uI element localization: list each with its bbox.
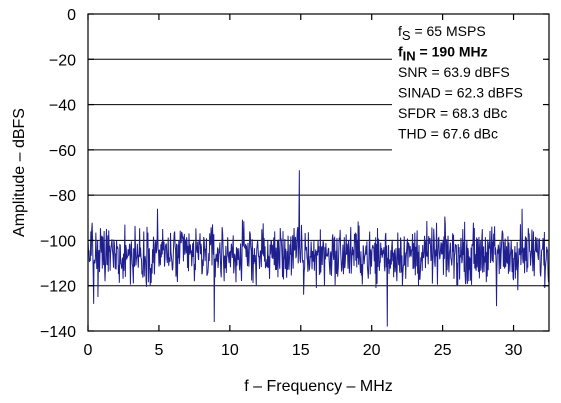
- plot-frame: [87, 13, 550, 332]
- x-tick-label: 20: [363, 342, 381, 359]
- y-axis-title: Amplitude – dBFS: [11, 108, 28, 237]
- x-tick-label: 15: [292, 342, 310, 359]
- annotation-backing: [392, 16, 547, 156]
- y-tick-label: 0: [67, 7, 76, 24]
- x-tick-label: 30: [505, 342, 523, 359]
- y-tick-label: −100: [40, 233, 76, 250]
- annotation-line: THD = 67.6 dBc: [398, 126, 498, 142]
- series-layer: [87, 170, 550, 327]
- annotation-background: [392, 16, 547, 156]
- axis-ticks: [87, 13, 549, 332]
- annotation-line: SINAD = 62.3 dBFS: [398, 85, 523, 101]
- x-tick-label: 25: [434, 342, 452, 359]
- y-tick-label: −120: [40, 279, 76, 296]
- y-tick-label: −20: [49, 52, 76, 69]
- x-tick-label: 5: [154, 342, 163, 359]
- spectrum-trace: [87, 170, 550, 327]
- x-tick-labels: 0 5 10 15 20 25 30: [84, 342, 523, 359]
- x-axis-title: f – Frequency – MHz: [244, 378, 393, 395]
- y-tick-labels: 0 −20 −40 −60 −80 −100 −120 −140: [40, 7, 76, 341]
- annotation-line: SFDR = 68.3 dBc: [398, 105, 507, 121]
- x-tick-label: 0: [84, 342, 93, 359]
- annotation-line: fS = 65 MSPS: [398, 23, 486, 43]
- y-tick-label: −40: [49, 98, 76, 115]
- y-tick-label: −60: [49, 143, 76, 160]
- annotation-line: SNR = 63.9 dBFS: [398, 64, 510, 80]
- x-tick-label: 10: [221, 342, 239, 359]
- y-tick-label: −140: [40, 324, 76, 341]
- annotation-line: fIN = 190 MHz: [398, 44, 488, 64]
- y-tick-label: −80: [49, 188, 76, 205]
